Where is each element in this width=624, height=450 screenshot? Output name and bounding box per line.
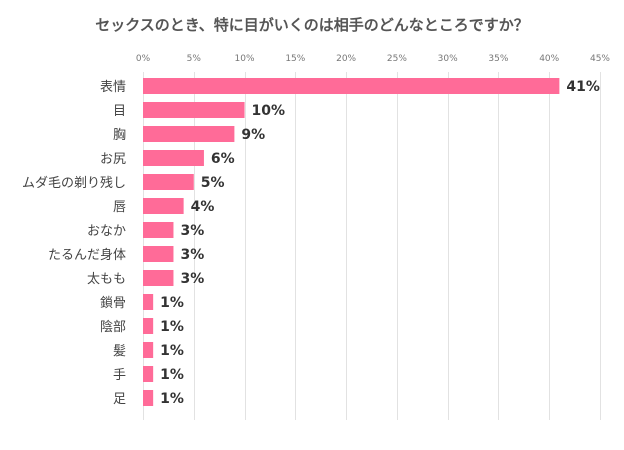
x-tick-label: 10% [235, 54, 255, 64]
data-label: 9% [241, 127, 265, 143]
category-label: 陰部 [100, 320, 126, 335]
x-tick-label: 20% [336, 54, 356, 64]
bars [143, 78, 560, 406]
data-label: 3% [180, 223, 204, 239]
data-label: 5% [201, 175, 225, 191]
bar-10 [143, 294, 154, 310]
x-tick-label: 45% [590, 54, 610, 64]
category-label: お尻 [100, 152, 126, 167]
x-tick-label: 30% [438, 54, 458, 64]
category-label: 鎖骨 [100, 295, 126, 311]
data-label: 6% [211, 151, 235, 167]
bar-14 [143, 390, 154, 406]
bar-7 [143, 222, 174, 238]
category-label: 足 [113, 392, 126, 407]
data-label: 3% [180, 247, 204, 263]
category-label: 手 [113, 368, 126, 383]
category-label: 表情 [100, 80, 126, 95]
category-label: おなか [87, 224, 126, 239]
category-label: 唇 [113, 200, 126, 215]
x-tick-label: 0% [136, 54, 151, 64]
bar-9 [143, 270, 174, 286]
category-label: 太もも [87, 272, 126, 287]
data-label: 1% [160, 391, 184, 407]
bar-6 [143, 198, 184, 214]
x-tick-label: 15% [285, 54, 305, 64]
data-label: 1% [160, 319, 184, 335]
bar-12 [143, 342, 154, 358]
bar-5 [143, 174, 194, 190]
data-label: 1% [160, 343, 184, 359]
gridlines [143, 72, 601, 420]
data-label: 3% [180, 271, 204, 287]
bar-11 [143, 318, 154, 334]
bar-13 [143, 366, 154, 382]
bar-3 [143, 126, 235, 142]
data-label: 4% [191, 199, 215, 215]
data-label: 10% [252, 103, 286, 119]
value-labels: 41% 10% 9% 6% 5% 4% 3% 3% 3% 1% 1% 1% 1% 1% [160, 79, 600, 407]
category-label: 髪 [113, 344, 126, 359]
x-tick-label: 25% [387, 54, 407, 64]
x-tick-label: 40% [539, 54, 559, 64]
x-tick-label: 5% [187, 54, 202, 64]
category-label: たるんだ身体 [48, 247, 126, 263]
data-label: 1% [160, 295, 184, 311]
data-label: 1% [160, 367, 184, 383]
x-axis-ticks: 0% 5% 10% 15% 20% 25% 30% 35% 40% 45% [136, 54, 611, 64]
bar-8 [143, 246, 174, 262]
data-label: 41% [566, 79, 600, 95]
category-label: 目 [113, 104, 126, 119]
bar-4 [143, 150, 204, 166]
x-tick-label: 35% [488, 54, 508, 64]
category-label: 胸 [113, 128, 126, 143]
category-label: ムダ毛の剃り残し [22, 176, 126, 191]
bar-2 [143, 102, 245, 118]
bar-1 [143, 78, 560, 94]
chart-title: セックスのとき、特に目がいくのは相手のどんなところですか？ [95, 16, 529, 34]
